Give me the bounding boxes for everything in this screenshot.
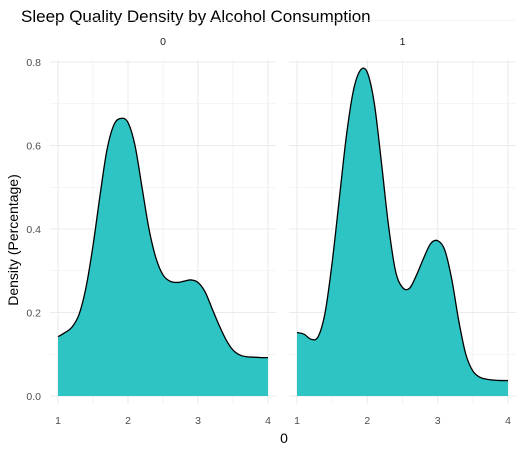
x-tick-label: 2 <box>364 415 370 427</box>
x-tick-label: 1 <box>294 415 300 427</box>
y-tick-label: 0.6 <box>26 141 41 153</box>
density-line <box>57 117 269 359</box>
panel-alcohol-0: 0 1 2 3 4 <box>50 19 276 427</box>
y-tick-label: 0.4 <box>26 224 41 236</box>
x-tick-label: 1 <box>55 415 61 427</box>
y-tick-label: 0.2 <box>26 308 41 320</box>
x-axis-title: 0 <box>280 430 288 446</box>
x-tick-label: 3 <box>195 415 201 427</box>
x-tick-label: 3 <box>435 415 441 427</box>
x-tick-label: 4 <box>505 415 511 427</box>
density-line <box>296 67 509 382</box>
y-tick-label: 0.8 <box>26 57 41 69</box>
panel-alcohol-1: 1 1 2 3 4 <box>289 19 516 427</box>
facet-strip-label: 0 <box>160 36 166 48</box>
density-area <box>297 68 508 396</box>
x-tick-label: 4 <box>265 415 271 427</box>
density-area <box>58 118 268 396</box>
y-tick-label: 0.0 <box>26 391 41 403</box>
y-axis-title: Density (Percentage) <box>5 174 21 306</box>
x-tick-label: 2 <box>125 415 131 427</box>
chart-title: Sleep Quality Density by Alcohol Consump… <box>21 7 371 26</box>
y-axis-tick-labels: 0.0 0.2 0.4 0.6 0.8 <box>26 57 41 403</box>
facet-strip-label: 1 <box>400 36 406 48</box>
